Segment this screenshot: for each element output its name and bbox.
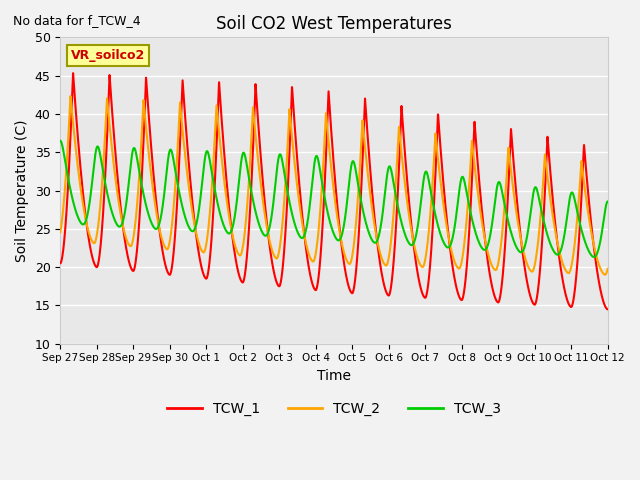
TCW_1 [507,139,515,144]
TCW_1 [266,242,273,248]
TCW_3 [412,231,420,237]
Text: No data for f_TCW_4: No data for f_TCW_4 [13,14,140,27]
Legend: TCW_1, TCW_2, TCW_3: TCW_1, TCW_2, TCW_3 [161,396,507,422]
TCW_3 [385,165,392,170]
TCW_1 [385,293,392,299]
TCW_3 [56,138,64,144]
Line: TCW_1: TCW_1 [60,73,608,309]
Line: TCW_2: TCW_2 [60,96,608,275]
TCW_2 [602,272,609,277]
TCW_2 [604,266,612,272]
TCW_2 [413,252,420,257]
Y-axis label: Soil Temperature (C): Soil Temperature (C) [15,120,29,262]
TCW_2 [67,93,74,99]
TCW_2 [56,229,64,235]
TCW_3 [465,201,472,206]
TCW_1 [413,263,420,268]
TCW_2 [385,255,392,261]
TCW_3 [590,254,598,260]
TCW_2 [507,163,515,169]
Text: VR_soilco2: VR_soilco2 [71,49,145,62]
TCW_1 [69,70,77,76]
TCW_1 [604,306,612,312]
TCW_1 [56,261,64,266]
Line: TCW_3: TCW_3 [60,141,608,257]
TCW_3 [604,199,612,204]
TCW_1 [465,235,473,240]
TCW_2 [266,238,273,243]
TCW_3 [506,227,514,233]
X-axis label: Time: Time [317,369,351,383]
TCW_2 [156,228,164,233]
TCW_1 [156,230,164,236]
TCW_3 [156,219,164,225]
Title: Soil CO2 West Temperatures: Soil CO2 West Temperatures [216,15,452,33]
TCW_3 [266,225,273,231]
TCW_2 [465,188,473,193]
